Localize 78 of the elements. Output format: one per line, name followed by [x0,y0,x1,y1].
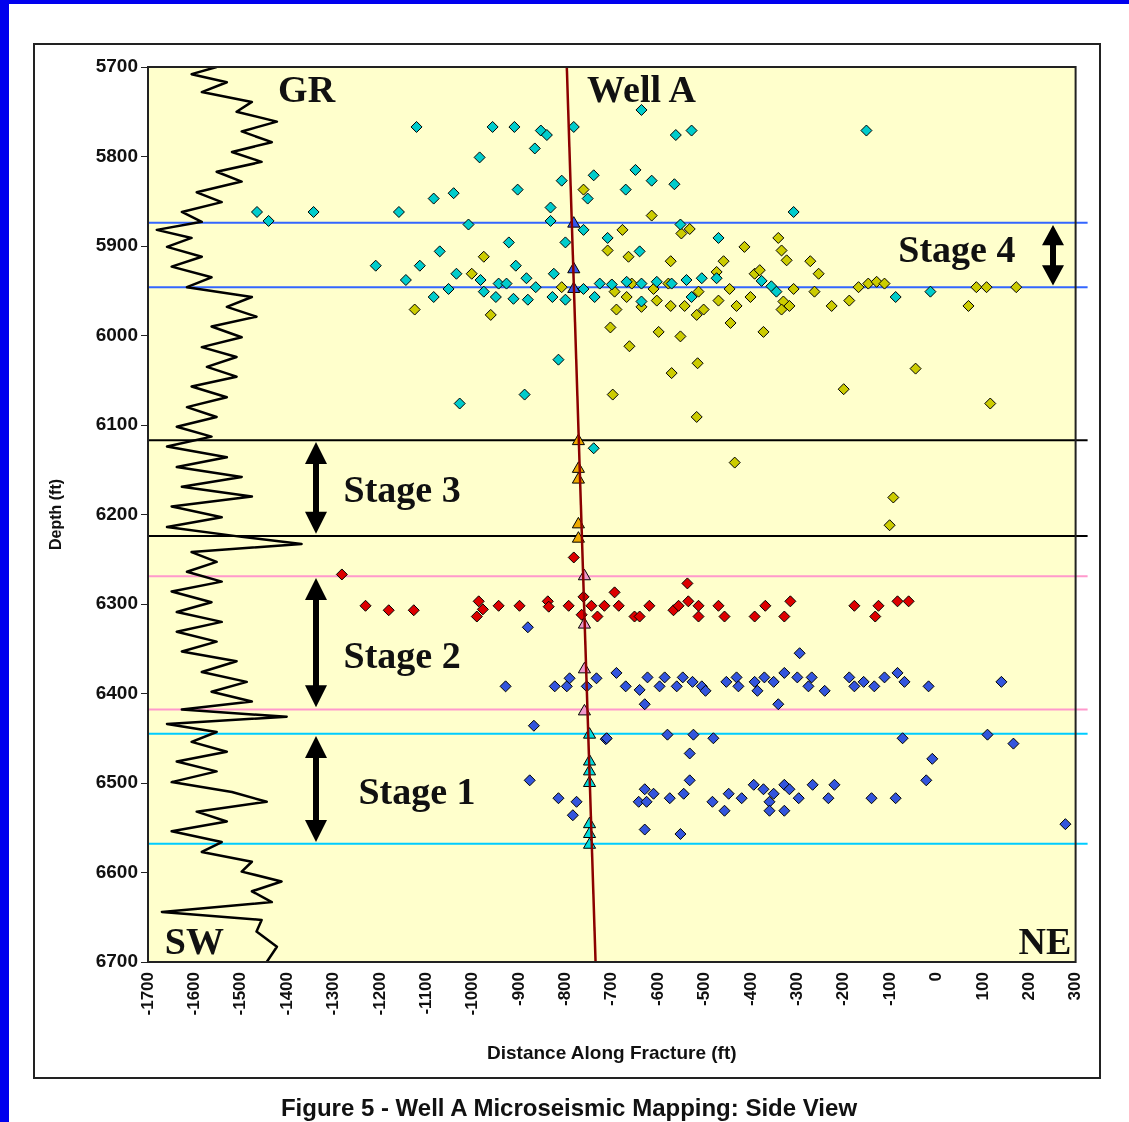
point [759,599,772,612]
point [492,599,505,612]
point [470,610,483,623]
y-tick-label: 6600 [95,860,138,882]
point [608,586,621,599]
x-tick-label: -1200 [369,972,389,1016]
point [562,599,575,612]
y-tick-label: 6000 [95,323,138,345]
y-tick-label: 6700 [95,950,138,972]
x-tick-label: -1600 [184,972,204,1016]
point [585,599,598,612]
annotation: GR [278,67,336,110]
x-tick-label: -600 [647,972,667,1007]
annotation: Stage 2 [343,633,461,676]
point [542,600,555,613]
x-tick-label: -700 [601,972,621,1007]
point [335,568,348,581]
x-tick-label: -100 [879,972,899,1007]
point [682,595,695,608]
point [681,577,694,590]
point [718,610,731,623]
annotation: SW [164,919,224,962]
caption: Figure 5 - Well A Microseismic Mapping: Side View [279,1094,859,1122]
x-tick-label: -1300 [323,972,343,1016]
x-tick-label: 0 [926,972,946,982]
x-tick-label: -200 [833,972,853,1007]
point [692,610,705,623]
annotation: Stage 1 [358,770,476,813]
y-axis-title: Depth (ft) [47,478,65,551]
annotation: Stage 4 [898,228,1016,271]
point [591,610,604,623]
point [598,599,611,612]
x-tick-label: -900 [508,972,528,1007]
point [672,599,685,612]
point [848,599,861,612]
point [872,599,885,612]
y-tick-label: 6300 [95,592,138,614]
x-tick-label: -400 [740,972,760,1007]
point [633,610,646,623]
x-axis-title: Distance Along Fracture (ft) [487,1041,737,1063]
point [513,599,526,612]
x-tick-label: -1500 [230,972,250,1016]
annotation: Stage 3 [343,467,461,510]
point [748,610,761,623]
point [891,595,904,608]
x-tick-label: -1100 [415,972,435,1015]
y-tick-label: 6400 [95,681,138,703]
point [612,599,625,612]
annotation: Well A [587,67,697,110]
point [778,610,791,623]
point [382,604,395,617]
y-tick-label: 6500 [95,771,138,793]
x-tick-label: -800 [555,972,575,1007]
x-tick-label: -500 [694,972,714,1007]
x-tick-label: -1700 [137,972,157,1016]
point [472,595,485,608]
y-tick-label: 6200 [95,502,138,524]
y-tick-label: 5800 [95,144,138,166]
y-tick-label: 6100 [95,413,138,435]
point [567,551,580,564]
y-tick-label: 5900 [95,234,138,256]
point [712,599,725,612]
x-tick-label: 200 [1018,972,1038,1001]
x-tick-label: 100 [972,972,992,1001]
point [407,604,420,617]
point [359,599,372,612]
point [476,603,489,616]
point [643,599,656,612]
point [692,599,705,612]
x-tick-label: -1000 [462,972,482,1016]
x-tick-label: 300 [1065,972,1085,1001]
point [869,610,882,623]
point [784,595,797,608]
x-tick-label: -300 [787,972,807,1007]
x-tick-label: -1400 [276,972,296,1016]
y-tick-label: 5700 [95,55,138,77]
annotation: NE [1018,919,1072,962]
point [902,595,915,608]
